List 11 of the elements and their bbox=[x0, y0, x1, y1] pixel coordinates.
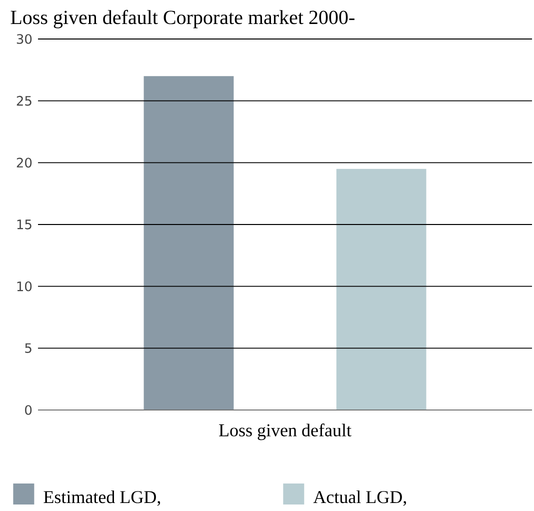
y-tick-label: 5 bbox=[25, 343, 32, 353]
y-tick-label: 25 bbox=[16, 96, 32, 106]
y-tick-label: 10 bbox=[17, 281, 32, 292]
legend-label: Estimated LGD, bbox=[44, 490, 160, 506]
y-tick-label: 0 bbox=[25, 405, 32, 415]
chart-title: Loss given default Corporate market 2000- bbox=[10, 10, 354, 28]
legend-label: Actual LGD, bbox=[313, 490, 406, 506]
y-tick-label: 15 bbox=[17, 220, 32, 230]
y-tick-label: 30 bbox=[16, 34, 32, 44]
x-tick-label: Loss given default bbox=[219, 424, 352, 440]
y-tick-label: 20 bbox=[16, 158, 32, 168]
